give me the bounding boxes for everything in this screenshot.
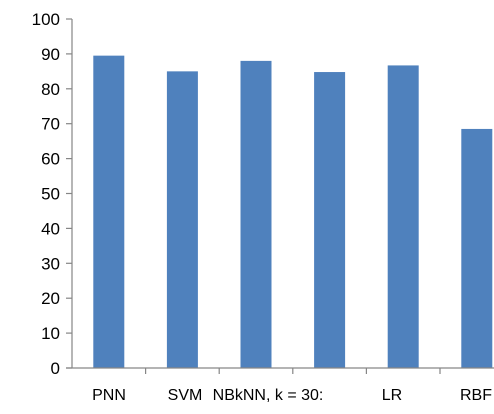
bars xyxy=(93,55,493,369)
x-tick-label: PNN xyxy=(92,387,126,404)
x-tick-label: LR xyxy=(382,387,402,404)
bar xyxy=(166,71,198,368)
x-tick-label: RBF xyxy=(460,387,492,404)
y-tick-label: 40 xyxy=(41,219,60,238)
y-tick-label: 50 xyxy=(41,185,60,204)
x-axis: PNN SVM NBkNN, k = 30: LR RBF xyxy=(66,367,494,404)
bar xyxy=(93,55,125,369)
y-tick-label: 20 xyxy=(41,289,60,308)
y-tick-label: 70 xyxy=(41,115,60,134)
y-tick-label: 80 xyxy=(41,80,60,99)
y-tick-label: 100 xyxy=(32,10,60,29)
y-tick-label: 90 xyxy=(41,45,60,64)
bar xyxy=(387,65,419,369)
y-axis: 0 10 20 30 40 50 60 70 80 90 100 xyxy=(32,10,73,378)
y-tick-label: 10 xyxy=(41,324,60,343)
x-tick-label: SVM xyxy=(168,387,203,404)
x-tick-label: NBkNN, k = 30: xyxy=(213,387,324,404)
y-tick-label: 30 xyxy=(41,254,60,273)
y-tick-label: 0 xyxy=(51,359,60,378)
bar xyxy=(240,60,272,368)
bar xyxy=(461,128,493,368)
bar xyxy=(314,72,346,368)
y-tick-label: 60 xyxy=(41,150,60,169)
